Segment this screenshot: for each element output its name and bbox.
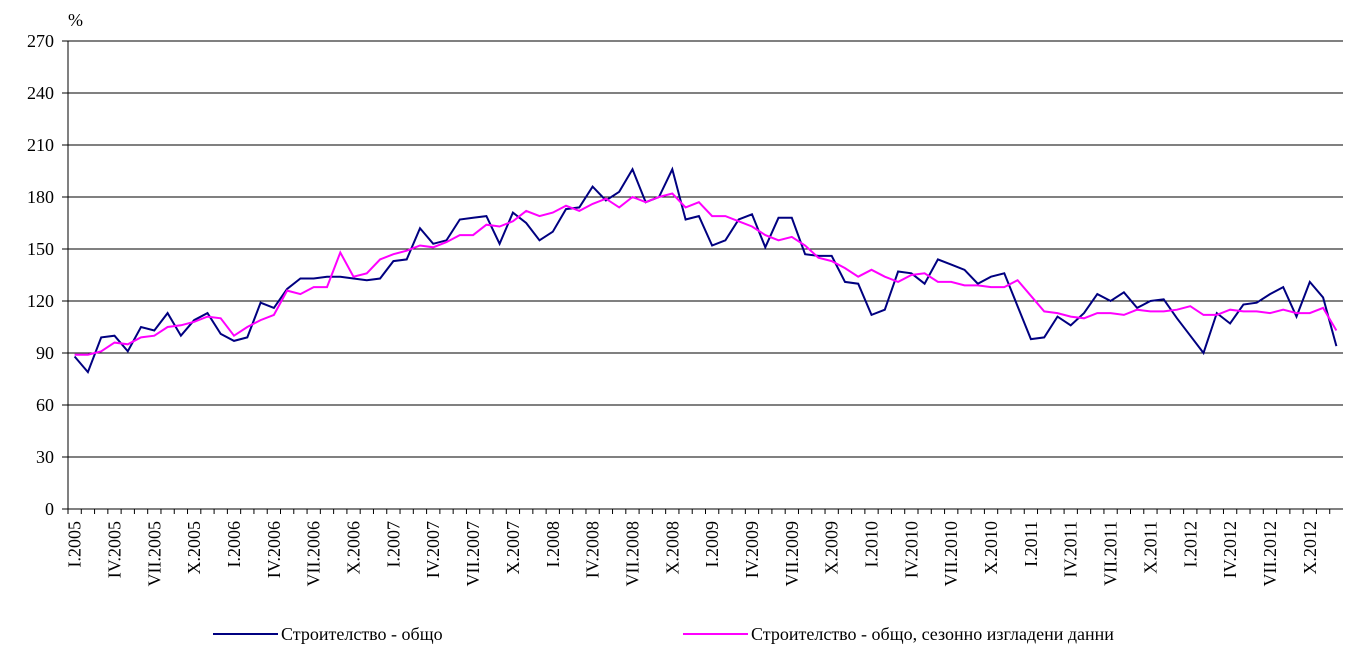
x-tick-label: X.2012 xyxy=(1300,521,1320,575)
x-tick-label: VII.2008 xyxy=(622,521,642,587)
x-tick-label: IV.2006 xyxy=(264,521,284,578)
y-axis-label: % xyxy=(68,10,83,30)
y-tick-label: 120 xyxy=(27,291,54,311)
x-tick-label: IV.2008 xyxy=(583,521,603,578)
legend-label: Строителство - общо, сезонно изгладени д… xyxy=(751,624,1114,644)
y-tick-label: 0 xyxy=(45,499,54,519)
x-tick-label: IV.2009 xyxy=(742,521,762,578)
x-tick-label: IV.2010 xyxy=(901,521,921,578)
x-tick-label: I.2012 xyxy=(1180,521,1200,568)
x-tick-label: VII.2009 xyxy=(782,521,802,587)
x-tick-label: VII.2012 xyxy=(1260,521,1280,587)
x-tick-label: IV.2007 xyxy=(423,521,443,578)
x-tick-label: VII.2007 xyxy=(463,521,483,587)
x-tick-label: I.2011 xyxy=(1021,521,1041,567)
x-tick-label: IV.2012 xyxy=(1220,521,1240,578)
x-tick-label: X.2007 xyxy=(503,521,523,575)
y-tick-label: 60 xyxy=(36,395,54,415)
series-line xyxy=(74,192,1338,356)
x-tick-label: VII.2010 xyxy=(941,521,961,587)
y-tick-label: 270 xyxy=(27,31,54,51)
x-tick-label: I.2006 xyxy=(224,521,244,568)
x-tick-label: X.2009 xyxy=(822,521,842,575)
x-tick-label: X.2011 xyxy=(1140,521,1160,574)
y-tick-label: 150 xyxy=(27,239,54,259)
x-tick-label: IV.2005 xyxy=(104,521,124,578)
x-tick-label: X.2005 xyxy=(184,521,204,575)
x-tick-label: IV.2011 xyxy=(1061,521,1081,578)
x-tick-label: I.2008 xyxy=(543,521,563,568)
y-tick-label: 240 xyxy=(27,83,54,103)
x-tick-label: I.2007 xyxy=(383,521,403,568)
x-tick-label: X.2010 xyxy=(981,521,1001,575)
y-tick-label: 210 xyxy=(27,135,54,155)
x-tick-label: I.2009 xyxy=(702,521,722,568)
x-tick-label: VII.2005 xyxy=(144,521,164,587)
x-tick-label: I.2010 xyxy=(862,521,882,568)
x-tick-label: VII.2011 xyxy=(1101,521,1121,586)
series-line xyxy=(73,166,1338,375)
x-tick-label: I.2005 xyxy=(65,521,85,568)
legend-label: Строителство - общо xyxy=(281,624,443,644)
y-tick-label: 30 xyxy=(36,447,54,467)
y-tick-label: 180 xyxy=(27,187,54,207)
y-tick-label: 90 xyxy=(36,343,54,363)
x-tick-label: X.2008 xyxy=(662,521,682,575)
x-tick-label: VII.2006 xyxy=(304,521,324,587)
x-tick-label: X.2006 xyxy=(344,521,364,575)
